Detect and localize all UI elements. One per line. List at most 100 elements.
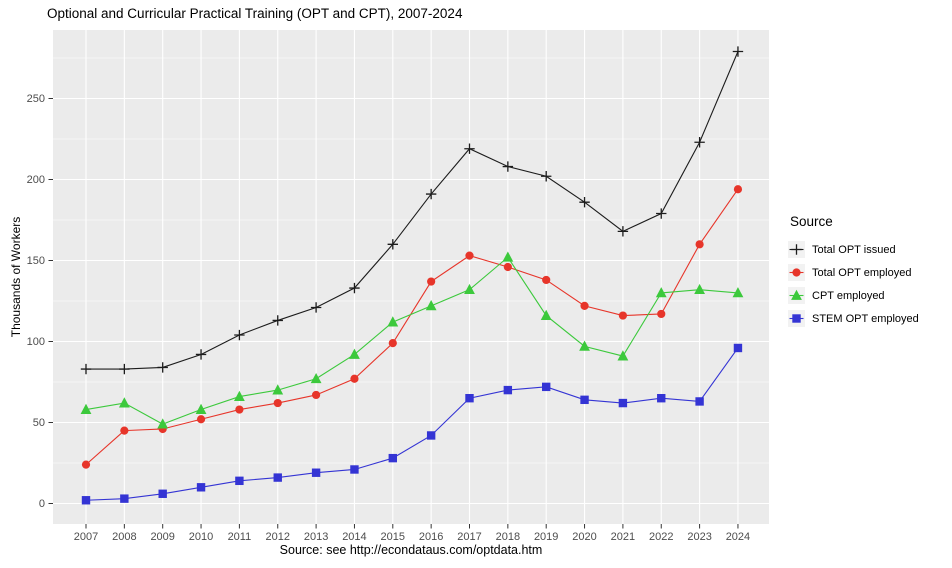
triangle-icon bbox=[425, 300, 437, 311]
circle-icon bbox=[273, 398, 282, 408]
y-tick-label: 250 bbox=[26, 92, 45, 105]
x-tick-label: 2008 bbox=[112, 531, 137, 543]
plus-icon bbox=[157, 362, 168, 373]
triangle-icon bbox=[157, 418, 169, 429]
triangle-icon bbox=[349, 348, 360, 359]
square-icon bbox=[196, 483, 206, 492]
x-tick-label: 2019 bbox=[533, 531, 559, 543]
x-tick-label: 2016 bbox=[418, 531, 444, 543]
triangle-icon bbox=[310, 372, 322, 384]
plus-icon bbox=[694, 137, 705, 148]
circle-icon bbox=[465, 251, 474, 260]
y-tick-label: 0 bbox=[38, 497, 45, 510]
triangle-icon bbox=[791, 289, 802, 300]
triangle-icon bbox=[617, 350, 629, 361]
x-tick-label: 2021 bbox=[610, 531, 636, 543]
square-icon bbox=[695, 397, 704, 406]
plus-icon bbox=[310, 302, 322, 313]
y-tick-label: 50 bbox=[32, 416, 45, 429]
triangle-icon bbox=[694, 283, 705, 295]
circle-icon bbox=[618, 311, 628, 320]
legend-entry-label: Total OPT employed bbox=[812, 266, 912, 279]
circle-icon bbox=[657, 309, 666, 319]
triangle-icon bbox=[118, 397, 130, 408]
plus-icon bbox=[195, 349, 207, 360]
x-tick-label: 2022 bbox=[649, 531, 674, 543]
circle-icon bbox=[503, 262, 512, 272]
plus-icon bbox=[464, 143, 475, 154]
square-icon bbox=[542, 382, 551, 392]
x-tick-label: 2024 bbox=[725, 531, 751, 543]
triangle-icon bbox=[655, 287, 667, 298]
series-markers-stem-opt-employed bbox=[81, 343, 743, 505]
legend-entry-label: Total OPT issued bbox=[812, 243, 896, 256]
plus-icon bbox=[119, 363, 130, 375]
triangle-icon bbox=[195, 403, 207, 414]
circle-icon bbox=[388, 339, 397, 348]
plus-icon bbox=[617, 226, 629, 237]
triangle-icon bbox=[272, 384, 284, 395]
plus-icon bbox=[80, 363, 92, 375]
square-icon bbox=[120, 494, 129, 503]
plus-icon bbox=[656, 208, 667, 219]
square-icon bbox=[465, 394, 474, 403]
triangle-icon bbox=[579, 340, 590, 351]
circle-icon bbox=[120, 426, 129, 435]
x-tick-label: 2020 bbox=[572, 531, 597, 543]
legend-entry: CPT employed bbox=[788, 287, 948, 304]
x-tick-label: 2018 bbox=[495, 531, 521, 543]
legend-entry: Total OPT employed bbox=[788, 264, 948, 281]
triangle-icon bbox=[387, 316, 399, 327]
legend-key-triangle-icon bbox=[788, 287, 805, 304]
square-icon bbox=[618, 398, 628, 408]
plus-icon bbox=[349, 282, 360, 294]
square-icon bbox=[388, 453, 397, 463]
series-markers-total-opt-issued bbox=[80, 46, 744, 375]
circle-icon bbox=[196, 415, 206, 424]
series-line-total-opt-issued bbox=[86, 51, 739, 370]
legend-key-circle-icon bbox=[788, 264, 805, 281]
square-icon bbox=[657, 394, 666, 403]
square-icon bbox=[273, 473, 282, 482]
triangle-icon bbox=[732, 287, 744, 298]
circle-icon bbox=[542, 275, 551, 285]
triangle-icon bbox=[80, 403, 92, 414]
square-icon bbox=[350, 465, 359, 474]
square-icon bbox=[158, 489, 167, 498]
series-line-cpt-employed bbox=[85, 256, 738, 425]
circle-icon bbox=[81, 460, 91, 469]
x-tick-label: 2023 bbox=[687, 531, 712, 543]
plus-icon bbox=[732, 46, 744, 57]
triangle-icon bbox=[540, 309, 552, 320]
series-line-stem-opt-employed bbox=[85, 347, 739, 501]
plus-icon bbox=[579, 196, 590, 208]
plus-icon bbox=[387, 239, 398, 250]
legend-entry: STEM OPT employed bbox=[788, 310, 948, 327]
legend-title: Source bbox=[790, 214, 833, 229]
x-tick-label: 2009 bbox=[150, 531, 175, 543]
plot-panel bbox=[53, 30, 769, 524]
x-tick-label: 2007 bbox=[73, 531, 99, 543]
y-tick-label: 200 bbox=[26, 173, 45, 186]
square-icon bbox=[311, 468, 321, 477]
source-caption: Source: see http://econdataus.com/optdat… bbox=[279, 543, 543, 557]
square-icon bbox=[733, 343, 743, 353]
triangle-icon bbox=[502, 251, 514, 262]
y-tick-label: 100 bbox=[26, 335, 45, 348]
x-tick-label: 2011 bbox=[227, 531, 252, 543]
plus-icon bbox=[791, 244, 802, 255]
circle-icon bbox=[580, 301, 589, 310]
x-tick-label: 2014 bbox=[342, 531, 367, 543]
x-tick-label: 2017 bbox=[457, 531, 482, 543]
legend-entry-label: CPT employed bbox=[812, 289, 885, 302]
legend-entry-label: STEM OPT employed bbox=[812, 312, 919, 325]
circle-icon bbox=[733, 185, 743, 194]
series-line-total-opt-employed bbox=[85, 188, 739, 466]
square-icon bbox=[426, 431, 436, 440]
circle-icon bbox=[427, 277, 436, 286]
triangle-icon bbox=[464, 283, 475, 295]
plus-icon bbox=[541, 171, 552, 182]
x-tick-label: 2015 bbox=[380, 531, 406, 543]
